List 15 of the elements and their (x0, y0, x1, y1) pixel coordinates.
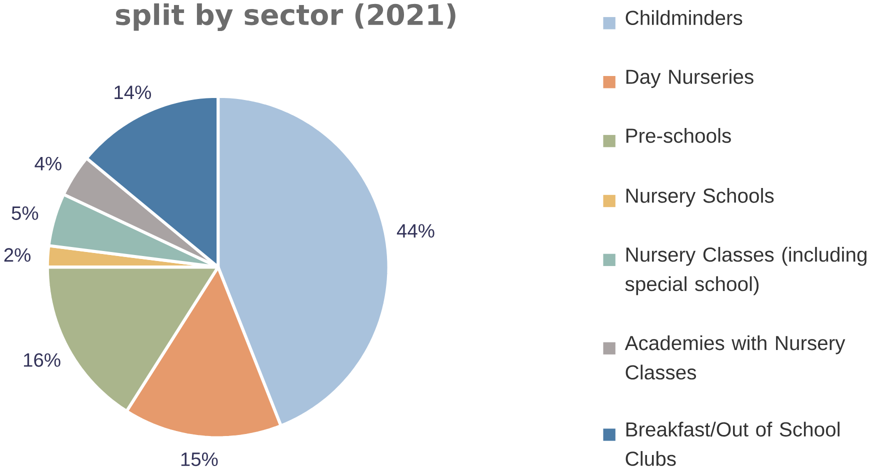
data-label: 4% (34, 156, 62, 170)
data-label: 14% (114, 85, 151, 99)
data-label: 5% (12, 206, 38, 220)
legend-label: Breakfast/Out of School Clubs (626, 421, 840, 466)
data-label: 15% (181, 452, 218, 466)
legend-label: Nursery Schools (626, 188, 774, 207)
data-label: 2% (4, 248, 30, 262)
legend-label: Nursery Classes (including special school) (625, 246, 866, 295)
legend-label: Childminders (626, 10, 742, 25)
chart-title: split by sector (2021) (116, 3, 456, 31)
legend-label: Academies with Nursery Classes (624, 335, 846, 380)
legend-label: Pre-schools (626, 128, 731, 143)
data-label: 44% (396, 224, 434, 238)
data-label: 16% (24, 353, 60, 367)
legend-label: Day Nurseries (626, 68, 754, 88)
